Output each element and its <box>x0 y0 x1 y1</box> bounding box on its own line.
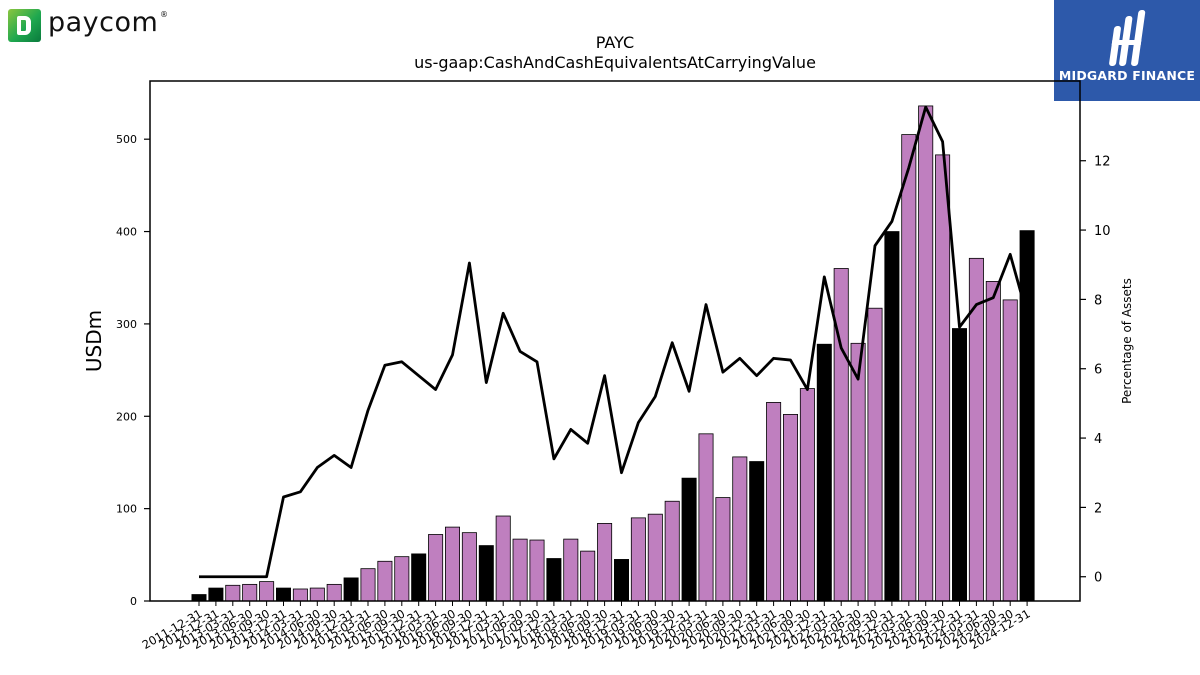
y-axis-left: 0 100 200 300 400 500 <box>116 133 150 608</box>
bar-2016-06-30 <box>444 526 460 602</box>
y-tick-label: 200 <box>116 410 137 423</box>
badge-label: MIDGARD FINANCE <box>1058 68 1196 83</box>
y2-axis-label: Percentage of Assets <box>1120 278 1134 404</box>
bar-2013-06-30 <box>242 583 258 602</box>
bar-2024-09-30 <box>1002 299 1018 602</box>
y-axis-right: 0 2 4 6 8 10 12 <box>1080 155 1111 586</box>
bar-2023-06-30 <box>918 105 934 602</box>
plot-frame <box>149 80 1081 602</box>
y2-tick-label: 10 <box>1094 224 1111 239</box>
bar-2015-06-30 <box>377 560 393 602</box>
bar-2018-09-30 <box>597 523 613 602</box>
bar-2013-12-31 <box>275 587 291 602</box>
bar-2020-06-30 <box>715 497 731 602</box>
bar-2023-03-31 <box>901 134 917 602</box>
registered-mark: ® <box>160 10 168 19</box>
y2-tick-label: 0 <box>1094 571 1102 586</box>
bar-2019-09-30 <box>664 500 680 602</box>
y2-tick-label: 8 <box>1094 293 1102 308</box>
y2-tick-label: 12 <box>1094 155 1111 170</box>
bar-2017-12-31 <box>546 558 562 602</box>
bar-2017-03-31 <box>495 515 511 602</box>
bar-2014-12-31 <box>343 577 359 602</box>
bar-2021-06-30 <box>783 414 799 602</box>
percentage-line <box>199 105 1029 579</box>
bar-2021-03-31 <box>766 402 782 602</box>
bar-2016-03-31 <box>428 534 444 602</box>
midgard-logo-icon <box>1109 10 1146 66</box>
bar-2022-12-31 <box>884 231 900 602</box>
bar-2014-06-30 <box>309 587 325 602</box>
bar-2015-09-30 <box>394 556 410 602</box>
bar-2018-12-31 <box>614 559 630 602</box>
bar-2020-03-31 <box>698 433 714 602</box>
midgard-finance-badge: MIDGARD FINANCE <box>1054 0 1200 101</box>
bar-2019-12-31 <box>681 477 697 602</box>
bar-2013-03-31 <box>225 584 241 602</box>
bar-2023-09-30 <box>935 154 951 602</box>
bar-2021-09-30 <box>799 388 815 602</box>
y2-tick-label: 4 <box>1094 432 1102 447</box>
chart-subtitle: us-gaap:CashAndCashEquivalentsAtCarrying… <box>414 53 816 72</box>
bar-2016-12-31 <box>478 545 494 602</box>
y-tick-label: 300 <box>116 318 137 331</box>
bar-2014-09-30 <box>326 583 342 602</box>
bar-2021-12-31 <box>816 343 832 602</box>
y-tick-label: 400 <box>116 226 137 239</box>
bar-2022-09-30 <box>867 307 883 602</box>
bar-series <box>191 105 1035 602</box>
y-tick-label: 500 <box>116 133 137 146</box>
bar-2013-09-30 <box>259 581 275 602</box>
bar-2017-06-30 <box>512 538 528 602</box>
bar-2020-09-30 <box>732 456 748 602</box>
x-axis: 2011-12-312012-12-312013-03-312013-06-30… <box>140 601 1033 652</box>
bar-2020-12-31 <box>749 461 765 602</box>
bar-2022-06-30 <box>850 342 866 602</box>
y2-tick-label: 2 <box>1094 501 1102 516</box>
paycom-wordmark: paycom <box>48 7 159 38</box>
bar-2024-06-30 <box>985 281 1001 602</box>
bar-2019-03-31 <box>630 517 646 602</box>
paycom-logo: paycom ® <box>8 7 168 44</box>
bar-2011-12-31 <box>191 594 207 602</box>
bar-2018-03-31 <box>563 538 579 602</box>
chart-title: PAYC <box>596 33 634 52</box>
bar-2016-09-30 <box>461 532 477 602</box>
bar-2023-12-31 <box>952 328 968 602</box>
bar-2018-06-30 <box>580 550 596 602</box>
y2-tick-label: 6 <box>1094 363 1102 378</box>
y-tick-label: 0 <box>130 595 137 608</box>
y-tick-label: 100 <box>116 503 137 516</box>
bar-2022-03-31 <box>833 268 849 602</box>
bar-2015-12-31 <box>411 553 427 602</box>
bar-2024-12-31 <box>1019 230 1035 602</box>
line-series <box>199 105 1029 579</box>
bar-2014-03-31 <box>292 588 308 602</box>
bar-2015-03-31 <box>360 568 376 602</box>
y-axis-label: USDm <box>82 310 106 372</box>
bar-2012-12-31 <box>208 587 224 602</box>
bar-2017-09-30 <box>529 539 545 602</box>
bar-2019-06-30 <box>647 513 663 602</box>
paycom-mark-icon <box>8 9 41 42</box>
